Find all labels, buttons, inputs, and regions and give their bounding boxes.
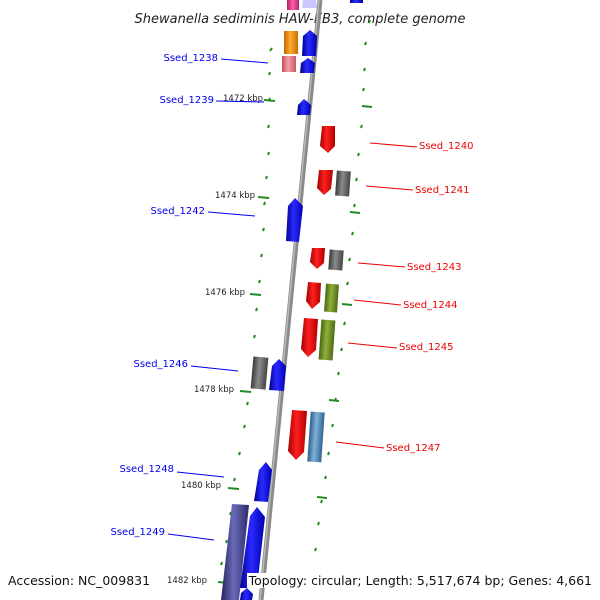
gene-label-ssed1244[interactable]: Ssed_1244 bbox=[403, 300, 458, 311]
forward-strand-genes bbox=[288, 0, 363, 463]
map-title: Shewanella sediminis HAW-EB3, complete g… bbox=[135, 12, 466, 27]
scale-label-1476: 1476 kbp bbox=[205, 288, 245, 298]
gene-reverse-top[interactable] bbox=[302, 0, 317, 8]
left-label-leaders bbox=[167, 58, 269, 541]
gene-cog-magenta-top[interactable] bbox=[287, 0, 299, 10]
gene-ssed1249[interactable] bbox=[240, 507, 265, 588]
genome-backbone-highlight bbox=[259, 0, 320, 600]
gene-label-ssed1247[interactable]: Ssed_1247 bbox=[386, 443, 441, 454]
gene-ssed1241-cog-gray[interactable] bbox=[335, 170, 351, 197]
gene-label-ssed1243[interactable]: Ssed_1243 bbox=[407, 262, 462, 273]
scale-label-1482: 1482 kbp bbox=[167, 576, 207, 586]
gene-reverse-ssed1237[interactable] bbox=[302, 30, 317, 56]
gene-ssed1243[interactable] bbox=[310, 248, 325, 269]
gene-label-ssed1248[interactable]: Ssed_1248 bbox=[119, 464, 174, 475]
gene-ssed1239[interactable] bbox=[297, 99, 311, 115]
gene-cog-pink[interactable] bbox=[282, 56, 296, 72]
gene-label-ssed1242[interactable]: Ssed_1242 bbox=[150, 206, 205, 217]
scale-label-1474: 1474 kbp bbox=[215, 191, 255, 201]
gene-ssed1245-cog-olive[interactable] bbox=[318, 319, 336, 361]
gene-label-ssed1238[interactable]: Ssed_1238 bbox=[163, 53, 218, 64]
gene-ssed1241[interactable] bbox=[317, 170, 333, 195]
gene-ssed1238[interactable] bbox=[300, 58, 315, 73]
gene-label-ssed1241[interactable]: Ssed_1241 bbox=[415, 185, 470, 196]
gene-reverse-bottom[interactable] bbox=[240, 588, 253, 600]
gene-ssed1246[interactable] bbox=[269, 359, 286, 391]
genome-backbone bbox=[258, 0, 323, 600]
scale-label-1478: 1478 kbp bbox=[194, 385, 234, 395]
gene-label-ssed1249[interactable]: Ssed_1249 bbox=[110, 527, 165, 538]
scale-label-1472: 1472 kbp bbox=[223, 94, 263, 104]
right-label-leaders bbox=[335, 142, 418, 449]
gene-label-ssed1245[interactable]: Ssed_1245 bbox=[399, 342, 454, 353]
gene-ssed1249-cog-navy[interactable] bbox=[221, 504, 249, 600]
gene-ssed1248[interactable] bbox=[254, 462, 272, 502]
gene-cog-orange[interactable] bbox=[284, 31, 298, 54]
gene-ssed1246-cog-gray[interactable] bbox=[250, 356, 269, 390]
scale-label-1480: 1480 kbp bbox=[181, 481, 221, 491]
topology-summary: Topology: circular; Length: 5,517,674 bp… bbox=[246, 573, 594, 588]
reverse-strand-genes bbox=[221, 0, 317, 600]
gene-ssed1247[interactable] bbox=[288, 410, 307, 460]
gene-label-ssed1239[interactable]: Ssed_1239 bbox=[159, 95, 214, 106]
gene-label-ssed1246[interactable]: Ssed_1246 bbox=[133, 359, 188, 370]
gene-ssed1240[interactable] bbox=[320, 126, 335, 153]
accession-label: Accession: NC_009831 bbox=[6, 573, 153, 588]
outer-left-tick-track bbox=[220, 47, 273, 566]
outer-right-tick-track bbox=[310, 19, 373, 578]
gene-label-ssed1240[interactable]: Ssed_1240 bbox=[419, 141, 474, 152]
gene-forward-top[interactable] bbox=[350, 0, 363, 3]
gene-ssed1245[interactable] bbox=[301, 318, 318, 357]
gene-ssed1243-cog-gray[interactable] bbox=[328, 249, 344, 271]
gene-ssed1242[interactable] bbox=[286, 198, 303, 242]
gene-ssed1247-cog-steelblue[interactable] bbox=[307, 411, 325, 463]
gene-ssed1244[interactable] bbox=[306, 282, 321, 309]
gene-ssed1244-cog-olive[interactable] bbox=[324, 283, 339, 313]
